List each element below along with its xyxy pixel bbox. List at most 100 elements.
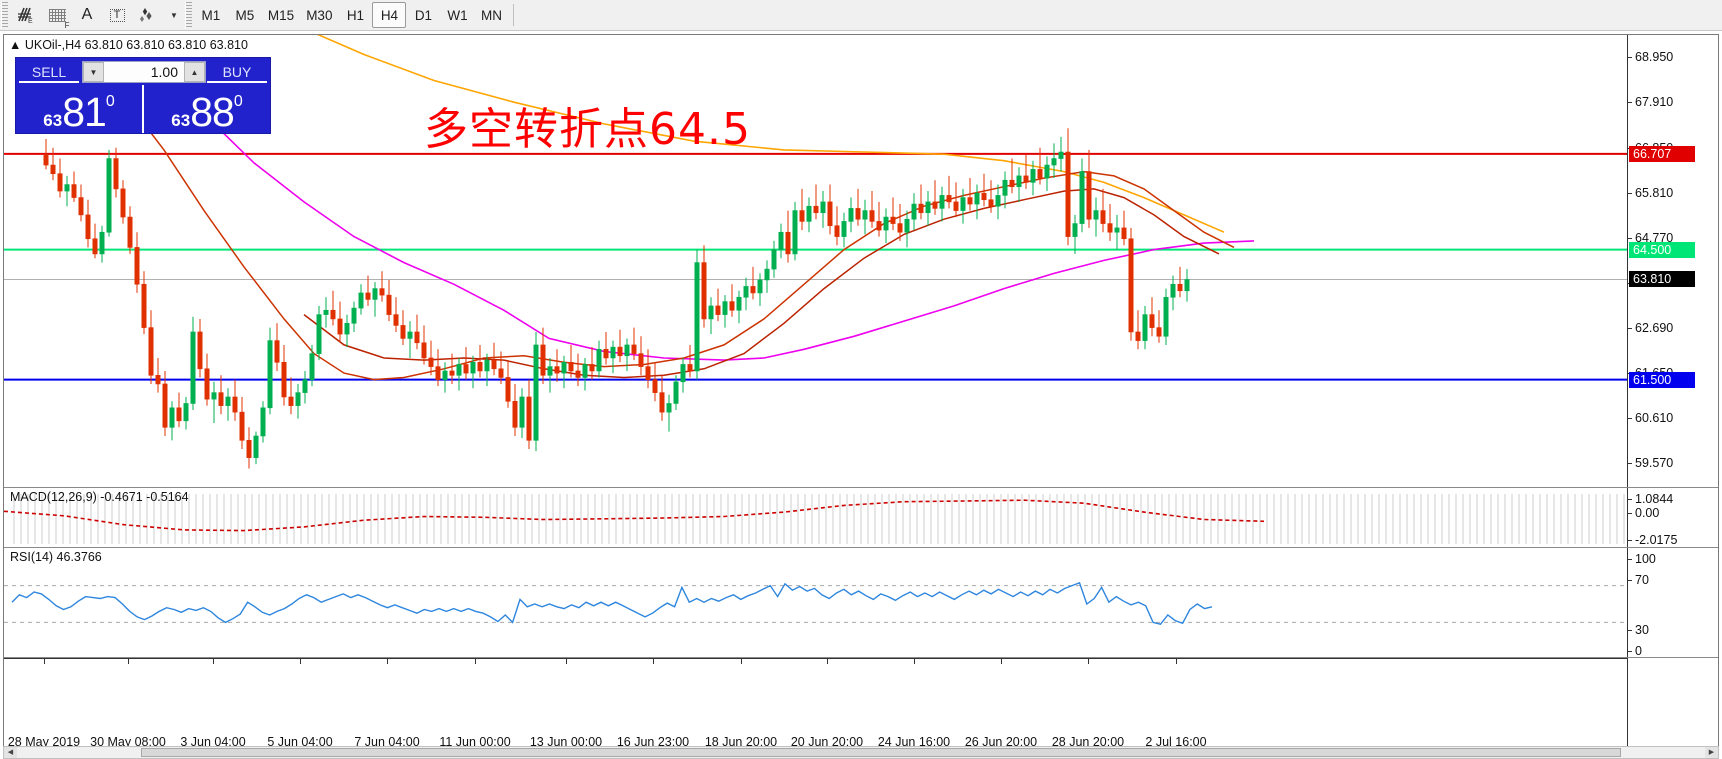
time-label-8: 18 Jun 20:00 xyxy=(704,735,778,749)
candle-9 xyxy=(106,158,112,233)
volume-increment-button[interactable]: ▲ xyxy=(184,62,205,82)
candle-139 xyxy=(1016,175,1022,188)
candle-61 xyxy=(470,361,476,374)
candle-41 xyxy=(330,309,336,320)
timeframe-mn[interactable]: MN xyxy=(480,7,502,23)
indicators-icon[interactable]: E xyxy=(10,2,42,28)
chart-symbol-ohlc: ▲ UKOil-,H4 63.810 63.810 63.810 63.810 xyxy=(9,38,248,52)
candle-47 xyxy=(372,288,378,300)
timeframe-toolbar-handle[interactable] xyxy=(184,2,192,28)
scrollbar-thumb[interactable] xyxy=(141,748,1621,757)
timeframe-w1[interactable]: W1 xyxy=(447,7,468,23)
candle-3 xyxy=(64,184,70,192)
timeframe-h4[interactable]: H4 xyxy=(372,2,407,28)
rsi-scale-100: 100 xyxy=(1628,552,1656,566)
time-tick-1 xyxy=(128,659,129,664)
toolbar-divider xyxy=(513,4,515,26)
candle-136 xyxy=(995,195,1001,207)
objects-icon[interactable] xyxy=(132,2,164,28)
candle-14 xyxy=(141,283,147,328)
candle-55 xyxy=(428,357,434,367)
sell-price-display[interactable]: 63 81 0 xyxy=(16,85,142,133)
text-label-icon[interactable]: T xyxy=(102,2,132,28)
price-panel[interactable]: ▲ UKOil-,H4 63.810 63.810 63.810 63.810 … xyxy=(4,35,1718,488)
price-plot-area[interactable] xyxy=(4,35,1627,487)
candle-89 xyxy=(666,403,672,413)
one-click-trading-panel[interactable]: SELL ▼ 1.00 ▲ BUY 63 81 0 63 xyxy=(15,57,271,134)
scroll-right-arrow[interactable]: ▶ xyxy=(1705,747,1718,758)
buy-button[interactable]: BUY xyxy=(207,61,267,83)
candle-163 xyxy=(1184,279,1190,292)
volume-stepper[interactable]: ▼ 1.00 ▲ xyxy=(82,61,206,83)
timeframe-d1[interactable]: D1 xyxy=(414,7,433,23)
macd-scale-min: -2.0175 xyxy=(1628,533,1677,547)
rsi-scale-30: 30 xyxy=(1628,623,1649,637)
rsi-label: RSI(14) 46.3766 xyxy=(10,550,102,564)
oct-prices: 63 81 0 63 88 0 xyxy=(16,85,270,133)
candle-67 xyxy=(512,401,518,428)
candle-64 xyxy=(491,359,497,370)
candle-155 xyxy=(1128,238,1134,333)
candle-140 xyxy=(1023,175,1029,183)
candle-141 xyxy=(1030,169,1036,183)
candle-36 xyxy=(295,392,301,406)
buy-price-display[interactable]: 63 88 0 xyxy=(142,85,270,133)
candle-124 xyxy=(911,203,917,220)
macd-plot-area[interactable] xyxy=(4,488,1627,547)
candle-150 xyxy=(1093,210,1099,220)
candle-50 xyxy=(393,314,399,326)
candle-80 xyxy=(603,348,609,359)
text-icon[interactable]: A xyxy=(72,2,102,28)
time-tick-3 xyxy=(300,659,301,664)
price-tick-4: 64.770 xyxy=(1628,231,1673,245)
volume-input[interactable]: 1.00 xyxy=(150,64,178,80)
candle-147 xyxy=(1072,223,1078,237)
candle-13 xyxy=(134,247,140,285)
horizontal-scrollbar[interactable]: ◀ ▶ xyxy=(3,746,1719,759)
timeframe-h1[interactable]: H1 xyxy=(346,7,365,23)
candle-137 xyxy=(1002,179,1008,196)
candle-101 xyxy=(750,286,756,294)
candle-128 xyxy=(939,195,945,209)
macd-panel[interactable]: MACD(12,26,9) -0.4671 -0.5164 1.0844 0.0… xyxy=(4,488,1718,548)
time-tick-7 xyxy=(653,659,654,664)
candle-115 xyxy=(848,208,854,222)
scroll-left-arrow[interactable]: ◀ xyxy=(4,747,17,758)
candle-142 xyxy=(1037,169,1043,179)
volume-decrement-button[interactable]: ▼ xyxy=(83,62,104,82)
candle-107 xyxy=(792,210,798,255)
time-label-11: 26 Jun 20:00 xyxy=(964,735,1038,749)
candle-111 xyxy=(820,201,826,214)
candle-0 xyxy=(43,153,49,166)
buy-price-fraction: 0 xyxy=(233,93,243,110)
rsi-plot-area[interactable] xyxy=(4,548,1627,657)
candle-85 xyxy=(638,353,644,367)
candle-90 xyxy=(673,381,679,404)
candle-151 xyxy=(1100,210,1106,224)
macd-scale: 1.0844 0.00 -2.0175 xyxy=(1627,488,1718,547)
rsi-panel[interactable]: RSI(14) 46.3766 100 70 30 0 xyxy=(4,548,1718,658)
time-tick-6 xyxy=(566,659,567,664)
candle-78 xyxy=(589,364,595,372)
timeframe-m15[interactable]: M15 xyxy=(267,7,295,23)
candle-144 xyxy=(1051,158,1057,166)
price-scale[interactable]: 68.95067.91066.85065.81064.77063.73062.6… xyxy=(1627,35,1718,487)
time-label-13: 2 Jul 16:00 xyxy=(1145,735,1207,749)
price-tick-6: 62.690 xyxy=(1628,321,1673,335)
sell-price-big: 81 xyxy=(62,89,107,136)
candle-73 xyxy=(554,366,560,374)
timeframe-m1[interactable]: M1 xyxy=(201,7,221,23)
toolbar-drag-handle[interactable] xyxy=(1,2,8,28)
timeframe-m30[interactable]: M30 xyxy=(306,7,333,23)
time-label-0: 28 May 2019 xyxy=(7,735,81,749)
objects-dropdown-icon[interactable]: ▼ xyxy=(164,2,184,28)
candle-99 xyxy=(736,296,742,311)
candle-37 xyxy=(302,379,308,393)
candle-154 xyxy=(1121,227,1127,240)
candle-2 xyxy=(57,173,63,192)
timeframe-m5[interactable]: M5 xyxy=(235,7,255,23)
candle-59 xyxy=(456,364,462,376)
candle-135 xyxy=(988,199,994,207)
sell-button[interactable]: SELL xyxy=(19,61,79,83)
grid-icon[interactable]: F xyxy=(42,2,72,30)
